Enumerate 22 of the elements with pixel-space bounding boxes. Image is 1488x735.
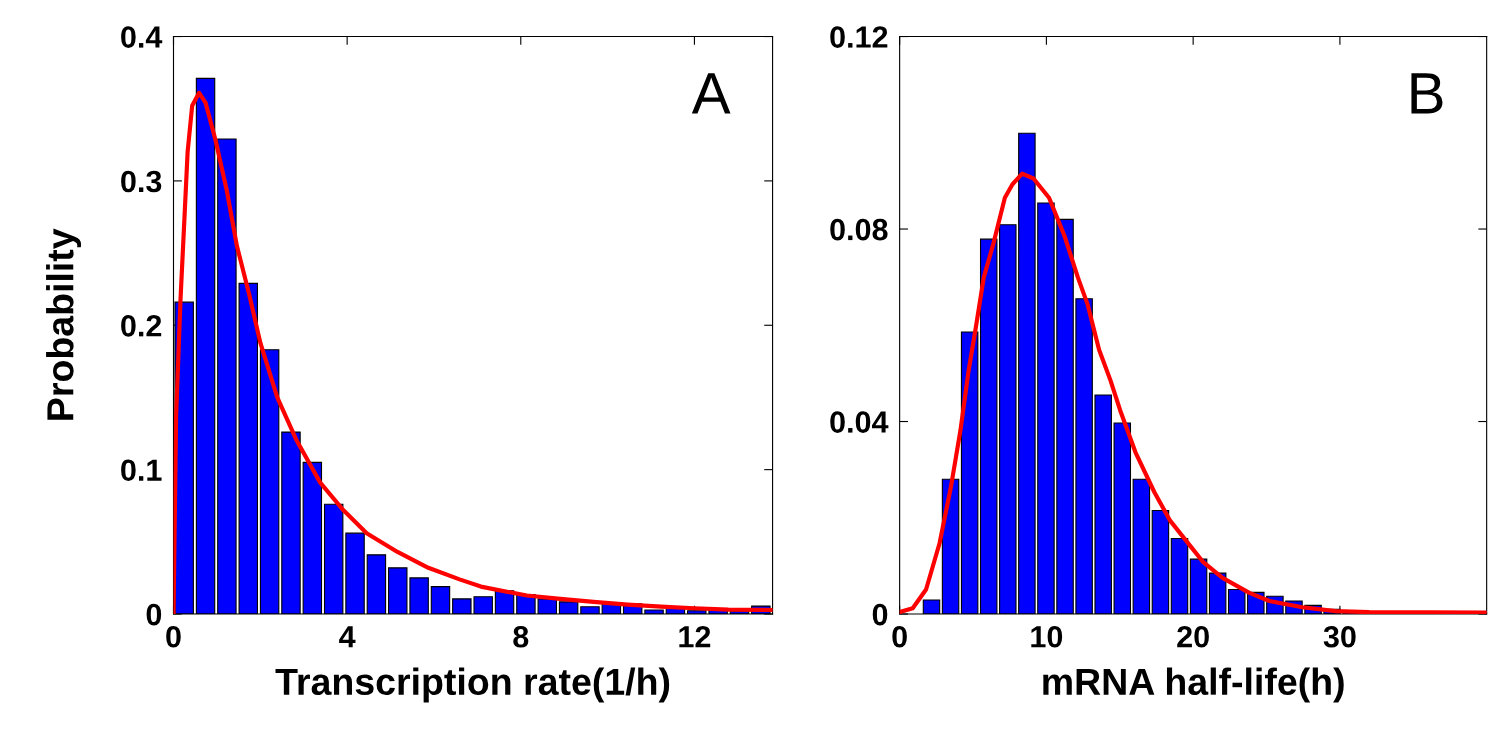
x-tick-label: 12 <box>679 625 711 648</box>
x-tick-label: 0 <box>166 625 181 648</box>
y-tick-label: 0 <box>146 603 162 626</box>
y-tick-label: 0.08 <box>830 218 888 241</box>
x-tick-label: 20 <box>1177 625 1209 648</box>
y-tick-label: 0.04 <box>830 411 889 433</box>
x-tick-label: 8 <box>513 625 529 648</box>
y-tick-label: 0.3 <box>121 170 162 193</box>
annotation: B <box>1411 73 1443 114</box>
x-tick-label: 30 <box>1323 625 1356 648</box>
x-axis-title: mRNA half-life(h) <box>1043 667 1344 703</box>
x-tick-label: 4 <box>339 626 356 648</box>
y-axis-title: Probability <box>46 228 82 420</box>
y-tick-label: 0 <box>872 603 888 626</box>
y-tick-label: 0.4 <box>121 26 163 48</box>
y-tick-label: 0.12 <box>830 26 888 48</box>
annotation: A <box>691 73 731 114</box>
y-tick-label: 0.2 <box>121 315 162 337</box>
y-tick-label: 0.1 <box>121 459 162 482</box>
x-tick-label: 0 <box>892 625 907 648</box>
x-tick-label: 10 <box>1031 625 1063 648</box>
x-axis-title: Transcription rate(1/h) <box>275 667 670 703</box>
